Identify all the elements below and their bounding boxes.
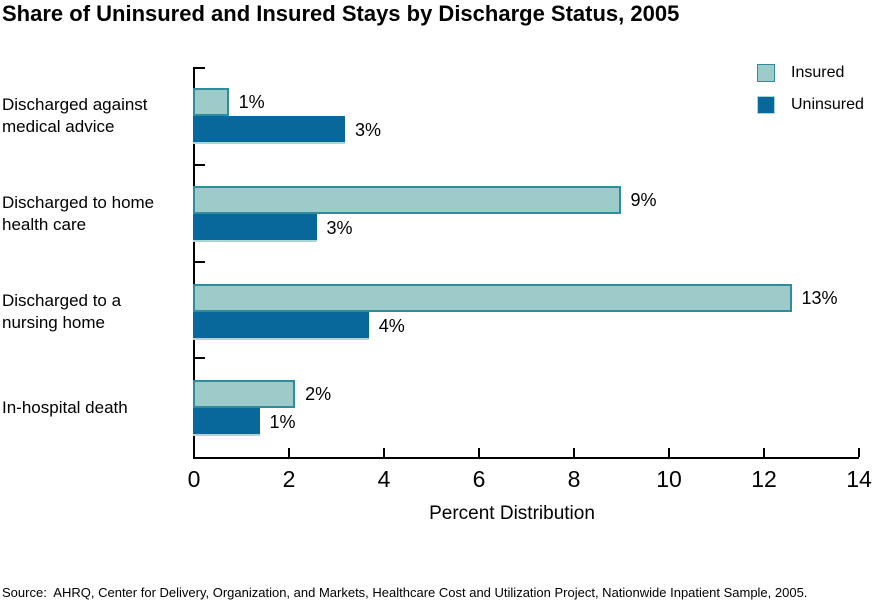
y-axis-tick	[195, 357, 205, 359]
category-label: Discharged against medical advice	[2, 95, 148, 136]
x-axis-tick	[763, 448, 765, 457]
x-tick-label: 2	[282, 466, 296, 492]
bar-value-label: 3%	[326, 218, 353, 238]
y-axis-line	[193, 67, 195, 459]
bar-insured-3	[193, 380, 296, 408]
bar-insured-1	[193, 186, 621, 214]
x-tick-label: 8	[567, 466, 581, 492]
bar-value-label: 13%	[801, 288, 838, 308]
bar-value-label: 3%	[355, 120, 382, 140]
y-axis-tick	[195, 261, 205, 263]
x-tick-label: 6	[472, 466, 486, 492]
x-tick-label: 12	[751, 466, 777, 492]
y-axis-tick	[195, 164, 205, 166]
x-tick-label: 10	[656, 466, 682, 492]
chart-title: Share of Uninsured and Insured Stays by …	[2, 1, 680, 26]
legend-item-insured: Insured	[757, 64, 864, 82]
category-label: In-hospital death	[2, 398, 128, 417]
bar-uninsured-0	[193, 116, 345, 144]
insured-swatch-icon	[757, 64, 775, 82]
legend: Insured Uninsured	[757, 64, 864, 128]
legend-label-uninsured: Uninsured	[791, 96, 864, 113]
x-axis-tick	[288, 448, 290, 457]
x-axis-tick	[668, 448, 670, 457]
category-label: Discharged to home health care	[2, 193, 155, 234]
bar-insured-0	[193, 88, 229, 116]
x-tick-label: 4	[377, 466, 391, 492]
bar-uninsured-2	[193, 312, 369, 340]
bar-value-label: 1%	[269, 412, 296, 432]
bar-value-label: 2%	[305, 384, 332, 404]
y-axis-tick	[195, 67, 205, 69]
x-axis-title: Percent Distribution	[429, 503, 595, 524]
legend-label-insured: Insured	[791, 64, 845, 81]
x-tick-label: 0	[187, 466, 201, 492]
x-tick-label: 14	[846, 466, 872, 492]
x-axis-tick	[858, 448, 860, 457]
bar-value-label: 9%	[630, 190, 657, 210]
x-axis-tick	[573, 448, 575, 457]
x-axis-line	[193, 457, 859, 459]
legend-item-uninsured: Uninsured	[757, 96, 864, 114]
bar-uninsured-3	[193, 408, 260, 436]
x-axis-tick	[478, 448, 480, 457]
bar-value-label: 1%	[238, 92, 265, 112]
bar-uninsured-1	[193, 214, 317, 242]
source-note: Source: AHRQ, Center for Delivery, Organ…	[2, 585, 808, 600]
category-label: Discharged to a nursing home	[2, 291, 122, 332]
x-axis-tick	[383, 448, 385, 457]
bar-insured-2	[193, 284, 792, 312]
bar-value-label: 4%	[378, 316, 405, 336]
uninsured-swatch-icon	[757, 96, 775, 114]
